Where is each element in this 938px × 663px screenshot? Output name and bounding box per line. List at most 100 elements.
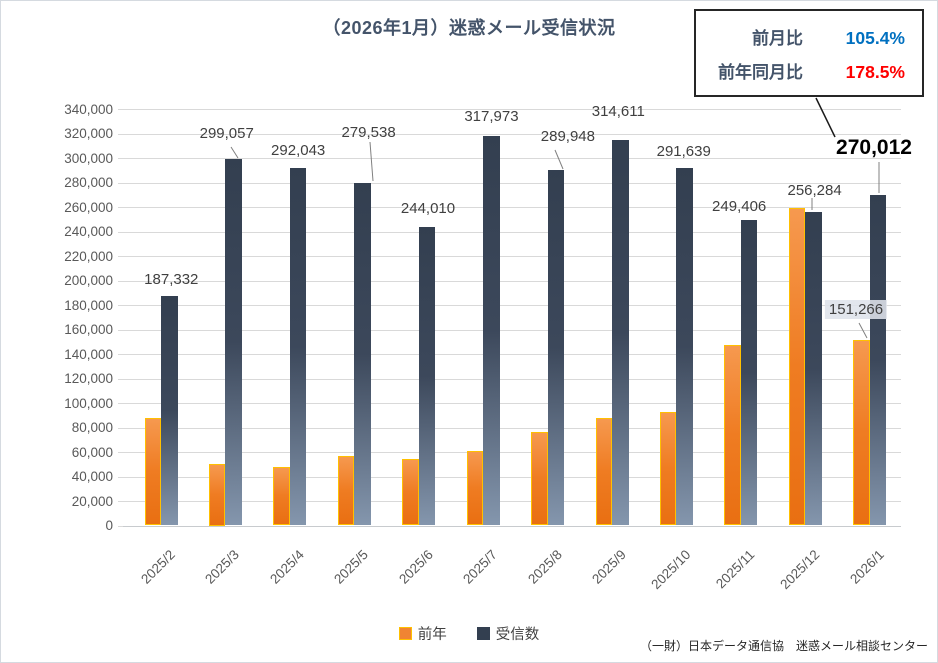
chart-title: （2026年1月）迷惑メール受信状況	[322, 18, 616, 38]
y-axis-tick	[118, 109, 123, 110]
bar-prev-year-2025/6	[402, 459, 419, 526]
bar-received-2025/11	[740, 219, 758, 526]
y-axis-tick	[118, 378, 123, 380]
data-label-received-2025/11: 249,406	[712, 198, 767, 215]
data-label-received-2025/6: 244,010	[400, 200, 456, 217]
bar-prev-year-2026/1	[853, 340, 870, 526]
y-axis-tick	[118, 525, 123, 527]
bar-received-2025/12	[805, 211, 822, 526]
y-axis-tick	[118, 256, 123, 257]
legend-label: 受信数	[495, 627, 540, 643]
bar-prev-year-2025/7	[466, 450, 484, 526]
gridline	[123, 452, 901, 453]
y-axis-label: 300,000	[64, 150, 113, 166]
data-label-received-2025/9: 314,611	[591, 103, 645, 120]
bar-prev-year-2025/10	[659, 411, 677, 526]
y-axis-label: 240,000	[64, 224, 113, 239]
data-label-received-2026/1: 270,012	[836, 136, 912, 159]
gridline	[123, 182, 901, 184]
x-axis-label: 2026/1	[846, 547, 887, 587]
y-axis-label: 20,000	[71, 493, 113, 509]
x-axis-label: 2025/4	[266, 547, 307, 587]
x-axis-label: 2025/11	[713, 547, 758, 592]
data-label-received-2025/12: 256,284	[787, 182, 842, 199]
y-axis-tick	[118, 182, 123, 184]
data-label-received-2025/7: 317,973	[464, 108, 519, 125]
ratio-mom-label: 前月比	[752, 28, 803, 48]
x-axis-label: 2025/7	[460, 547, 501, 587]
gridline	[123, 476, 901, 478]
gridline	[123, 501, 901, 502]
data-label-received-2025/8: 289,948	[540, 128, 595, 145]
x-axis-label: 2025/2	[138, 547, 178, 587]
y-axis-label: 120,000	[64, 371, 113, 386]
x-axis-label: 2025/9	[589, 547, 629, 587]
x-axis-label: 2025/3	[202, 547, 243, 587]
x-axis-label: 2025/8	[524, 547, 565, 587]
y-axis-tick	[118, 305, 123, 306]
gridline	[123, 427, 901, 429]
bar-received-2025/4	[289, 167, 307, 526]
y-axis-tick	[118, 231, 123, 233]
y-axis-label: 340,000	[64, 101, 113, 117]
data-label-received-2025/10: 291,639	[656, 143, 711, 160]
y-axis-tick	[118, 403, 123, 404]
bar-prev-year-2025/11	[724, 345, 741, 526]
gridline	[123, 403, 901, 404]
data-label-received-2025/3: 299,057	[199, 125, 254, 142]
y-axis-tick	[118, 280, 123, 282]
ratio-mom-row: 前月比 105.4%	[704, 24, 905, 49]
ratio-callout-box: 前月比 105.4% 前年同月比 178.5%	[694, 9, 924, 97]
bar-prev-year-2025/2	[144, 417, 162, 526]
y-axis-tick	[118, 476, 123, 478]
bar-received-2025/7	[483, 135, 500, 526]
y-axis-tick	[118, 354, 123, 355]
gridline	[123, 256, 901, 257]
y-axis-tick	[118, 501, 123, 502]
y-axis-tick	[118, 207, 123, 208]
gridline	[123, 305, 901, 306]
bar-received-2025/9	[612, 140, 629, 526]
y-axis-tick	[118, 133, 123, 135]
bar-prev-year-2025/9	[595, 417, 613, 526]
y-axis-label: 160,000	[64, 322, 113, 337]
gridline	[123, 280, 901, 282]
bar-prev-year-2025/4	[273, 466, 290, 526]
y-axis-label: 220,000	[64, 248, 113, 264]
gridline	[123, 329, 901, 331]
legend-swatch-prev-year	[398, 627, 412, 640]
data-label-received-2025/4: 292,043	[271, 142, 326, 159]
y-axis-label: 180,000	[64, 297, 113, 313]
ratio-yoy-label: 前年同月比	[718, 62, 803, 82]
legend: 前年 受信数	[1, 623, 937, 644]
legend-item-prev-year: 前年	[398, 623, 447, 644]
y-axis-label: 100,000	[64, 395, 113, 411]
bar-received-2025/3	[225, 159, 242, 526]
bar-received-2026/1	[869, 194, 887, 526]
y-axis-label: 0	[105, 518, 113, 533]
gridline	[123, 207, 901, 208]
y-axis-label: 140,000	[64, 346, 113, 362]
ratio-yoy-value: 178.5%	[845, 61, 905, 82]
gridline	[123, 378, 901, 380]
bar-prev-year-2025/5	[337, 455, 355, 526]
y-axis-label: 60,000	[71, 444, 113, 460]
bar-received-2025/2	[161, 296, 178, 526]
gridline	[123, 525, 901, 527]
bar-received-2025/10	[676, 168, 693, 526]
y-axis-label: 80,000	[71, 420, 113, 435]
gridline	[123, 231, 901, 233]
gridline	[123, 109, 901, 110]
legend-swatch-received	[476, 627, 490, 640]
bar-prev-year-2025/3	[208, 464, 226, 526]
y-axis-tick	[118, 452, 123, 453]
bar-received-2025/5	[354, 183, 371, 526]
y-axis-label: 200,000	[64, 273, 113, 288]
source-note: （一財）日本データ通信協 迷惑メール相談センター	[639, 639, 928, 653]
x-axis-label: 2025/6	[395, 547, 436, 587]
y-axis-tick	[118, 158, 123, 159]
bar-received-2025/6	[418, 226, 436, 526]
legend-item-received: 受信数	[476, 623, 540, 644]
